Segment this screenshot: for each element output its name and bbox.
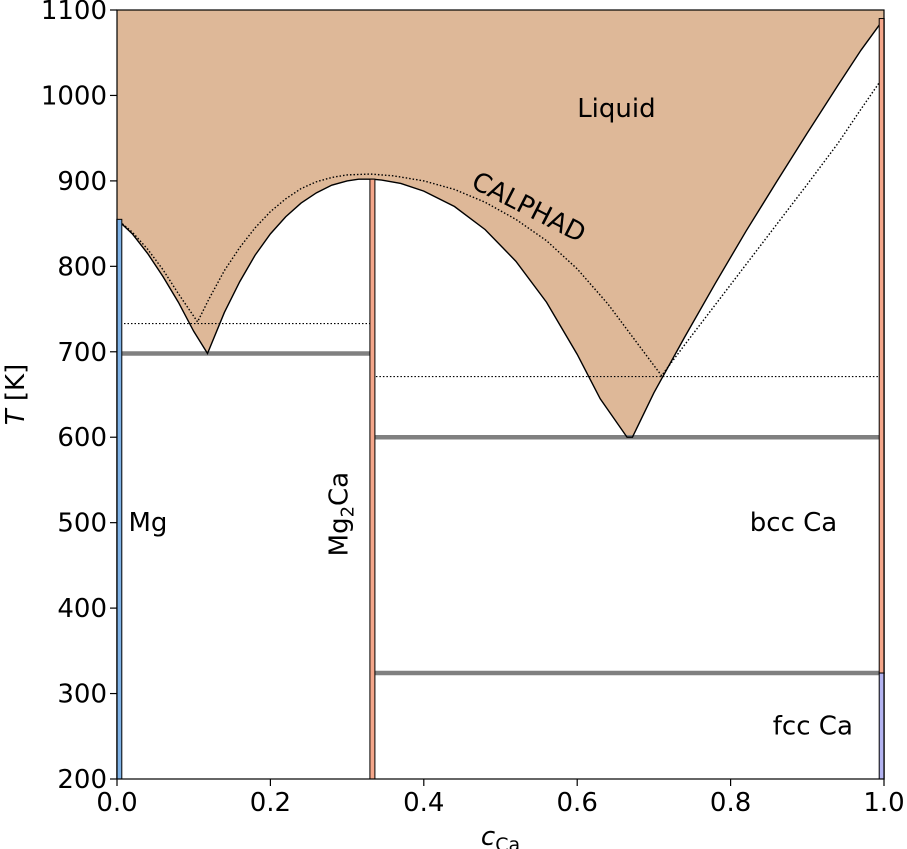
y-tick-label: 800 [57, 252, 107, 282]
x-tick-label: 1.0 [863, 788, 904, 818]
y-tick-label: 500 [57, 509, 107, 539]
y-tick-label: 700 [57, 338, 107, 368]
liquidus-line [116, 18, 885, 438]
y-tick-label: 300 [57, 680, 107, 710]
fcc-ca-label: fcc Ca [773, 712, 853, 742]
y-tick-label: 1000 [41, 81, 107, 111]
x-tick-label: 0.2 [250, 788, 291, 818]
y-tick-label: 900 [57, 167, 107, 197]
liquid-region [117, 10, 884, 438]
x-axis-label: cCa [481, 822, 520, 849]
y-tick-label: 200 [57, 765, 107, 795]
x-tick-label: 0.8 [710, 788, 751, 818]
bcc-ca-label: bcc Ca [750, 508, 837, 538]
y-tick-label: 400 [57, 594, 107, 624]
mg2ca-phase-label: Mg2Ca [324, 472, 358, 556]
mg-phase-label: Mg [129, 508, 168, 538]
y-axis-label: T [K] [1, 364, 31, 426]
y-tick-label: 1100 [41, 0, 107, 26]
calphad-liquidus-line [116, 75, 885, 377]
liquid-label: Liquid [577, 94, 655, 124]
x-tick-label: 0.0 [96, 788, 137, 818]
y-tick-label: 600 [57, 423, 107, 453]
phase-line-mg2ca [369, 178, 376, 780]
x-tick-label: 0.4 [403, 788, 444, 818]
plot-area [116, 10, 885, 780]
axes-frame [116, 9, 885, 780]
x-tick-label: 0.6 [557, 788, 598, 818]
